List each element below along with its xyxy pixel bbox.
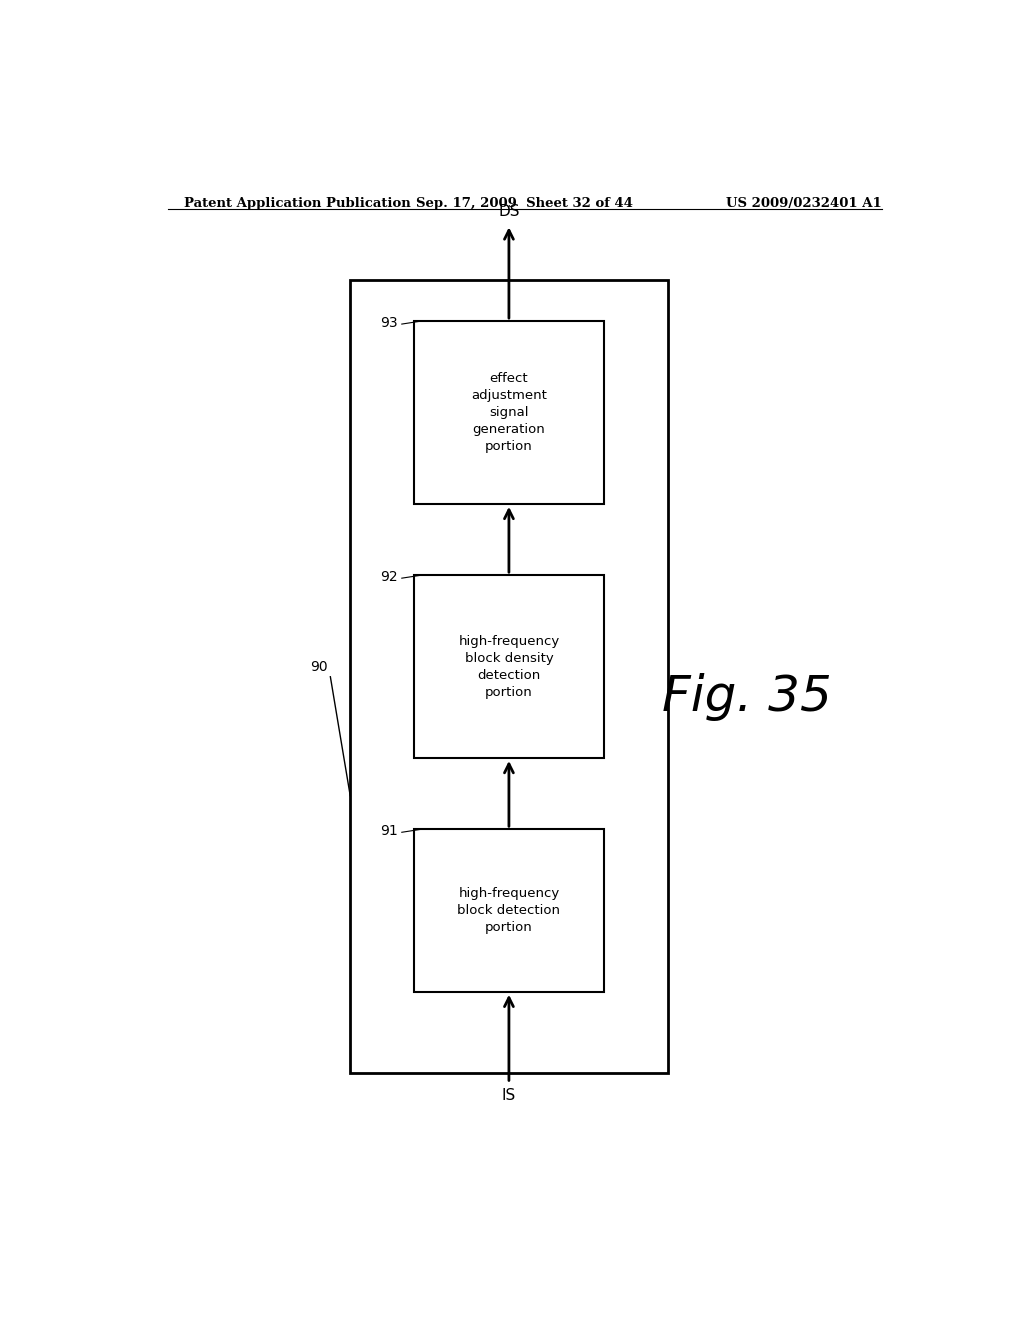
Text: effect
adjustment
signal
generation
portion: effect adjustment signal generation port… bbox=[471, 372, 547, 453]
Bar bbox=[350, 280, 668, 1073]
Text: IS: IS bbox=[502, 1089, 516, 1104]
Text: Patent Application Publication: Patent Application Publication bbox=[183, 197, 411, 210]
Bar bbox=[414, 321, 604, 504]
Text: 90: 90 bbox=[310, 660, 328, 673]
Text: high-frequency
block detection
portion: high-frequency block detection portion bbox=[458, 887, 560, 935]
Bar bbox=[414, 829, 604, 991]
Text: Sep. 17, 2009  Sheet 32 of 44: Sep. 17, 2009 Sheet 32 of 44 bbox=[417, 197, 633, 210]
Text: 93: 93 bbox=[380, 315, 397, 330]
Text: Fig. 35: Fig. 35 bbox=[663, 673, 831, 721]
Bar bbox=[414, 576, 604, 758]
Text: DS: DS bbox=[499, 205, 519, 219]
Text: high-frequency
block density
detection
portion: high-frequency block density detection p… bbox=[459, 635, 559, 698]
Text: 91: 91 bbox=[380, 824, 397, 838]
Text: US 2009/0232401 A1: US 2009/0232401 A1 bbox=[726, 197, 882, 210]
Text: 92: 92 bbox=[380, 570, 397, 583]
